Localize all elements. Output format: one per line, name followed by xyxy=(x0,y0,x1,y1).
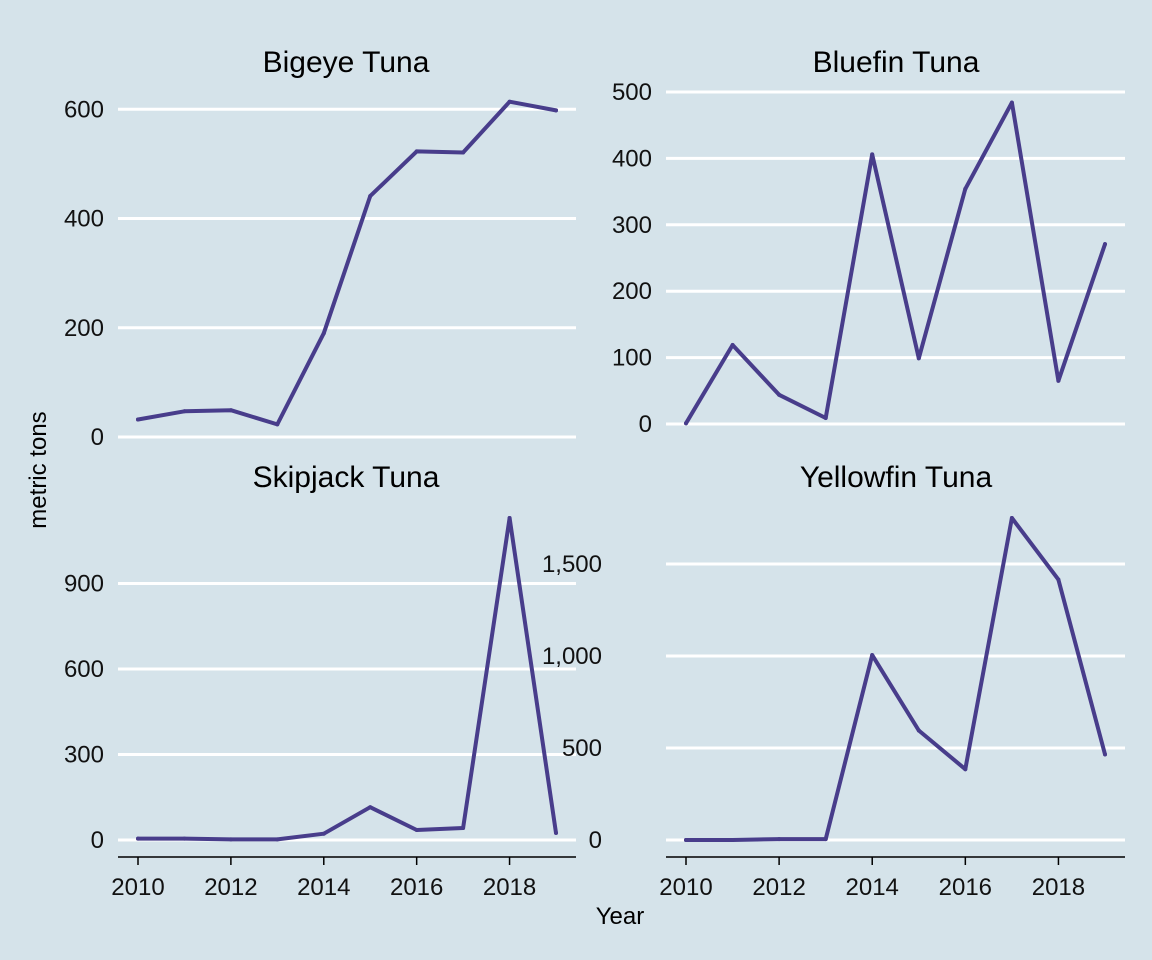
y-tick-label: 300 xyxy=(612,212,652,239)
x-tick-label: 2012 xyxy=(204,874,257,901)
data-point xyxy=(916,356,921,361)
series-line xyxy=(136,99,558,427)
y-tick-label: 1,500 xyxy=(542,551,602,578)
data-point xyxy=(507,99,512,104)
data-point xyxy=(1103,242,1107,247)
x-tick-label: 2012 xyxy=(752,874,805,901)
data-point xyxy=(870,152,875,157)
x-tick-label: 2018 xyxy=(1032,874,1085,901)
data-point xyxy=(275,422,280,427)
y-tick-label: 600 xyxy=(64,96,104,123)
data-point xyxy=(730,343,735,347)
y-tick-label: 0 xyxy=(91,827,104,854)
y-tick-label: 300 xyxy=(64,742,104,769)
data-point xyxy=(730,838,735,842)
data-point xyxy=(963,186,968,191)
x-tick-label: 2010 xyxy=(659,874,712,901)
x-axis-title: Year xyxy=(596,903,645,930)
x-tick-label: 2016 xyxy=(939,874,992,901)
series-line xyxy=(136,516,558,842)
data-point xyxy=(1056,577,1061,582)
panel-title: Bluefin Tuna xyxy=(813,46,980,79)
data-point xyxy=(182,409,187,414)
data-point xyxy=(823,416,828,420)
y-tick-label: 0 xyxy=(589,827,602,854)
data-point xyxy=(777,392,782,397)
data-point xyxy=(136,836,140,841)
data-point xyxy=(321,331,326,336)
x-tick-label: 2016 xyxy=(390,874,443,901)
data-point xyxy=(554,830,558,835)
panel-title: Skipjack Tuna xyxy=(253,461,440,494)
data-point xyxy=(461,150,466,155)
data-point xyxy=(321,831,326,836)
data-point xyxy=(136,417,140,422)
data-point xyxy=(368,194,373,199)
data-point xyxy=(963,767,968,772)
data-point xyxy=(182,836,187,841)
data-point xyxy=(414,149,419,154)
data-point xyxy=(777,837,782,842)
data-point xyxy=(368,805,373,810)
y-tick-label: 200 xyxy=(612,278,652,305)
data-point xyxy=(684,421,688,426)
x-tick-label: 2014 xyxy=(846,874,899,901)
data-point xyxy=(1009,100,1014,105)
panel-title: Bigeye Tuna xyxy=(263,46,430,79)
data-point xyxy=(1056,378,1061,383)
data-point xyxy=(1103,752,1107,757)
y-tick-label: 500 xyxy=(612,79,652,106)
data-point xyxy=(414,828,419,832)
data-point xyxy=(228,408,233,413)
y-tick-label: 500 xyxy=(562,735,602,762)
y-tick-label: 200 xyxy=(64,315,104,342)
y-tick-label: 600 xyxy=(64,656,104,683)
y-tick-label: 1,000 xyxy=(542,643,602,670)
y-tick-label: 0 xyxy=(639,411,652,438)
y-tick-label: 400 xyxy=(612,145,652,172)
panel-title: Yellowfin Tuna xyxy=(800,461,993,494)
data-point xyxy=(507,516,512,520)
x-tick-label: 2010 xyxy=(111,874,164,901)
data-point xyxy=(916,728,921,733)
data-point xyxy=(684,838,688,842)
y-tick-label: 900 xyxy=(64,571,104,598)
x-tick-label: 2014 xyxy=(297,874,350,901)
data-point xyxy=(275,837,280,842)
data-point xyxy=(870,653,875,658)
data-point xyxy=(461,826,466,830)
y-tick-label: 100 xyxy=(612,345,652,372)
x-tick-label: 2018 xyxy=(483,874,536,901)
y-tick-label: 400 xyxy=(64,206,104,233)
data-point xyxy=(1009,516,1014,520)
y-axis-title: metric tons xyxy=(25,411,52,528)
series-line xyxy=(684,100,1107,426)
data-point xyxy=(228,837,233,842)
data-point xyxy=(823,837,828,842)
series-line xyxy=(684,516,1107,842)
y-tick-label: 0 xyxy=(91,424,104,451)
data-point xyxy=(554,108,558,113)
